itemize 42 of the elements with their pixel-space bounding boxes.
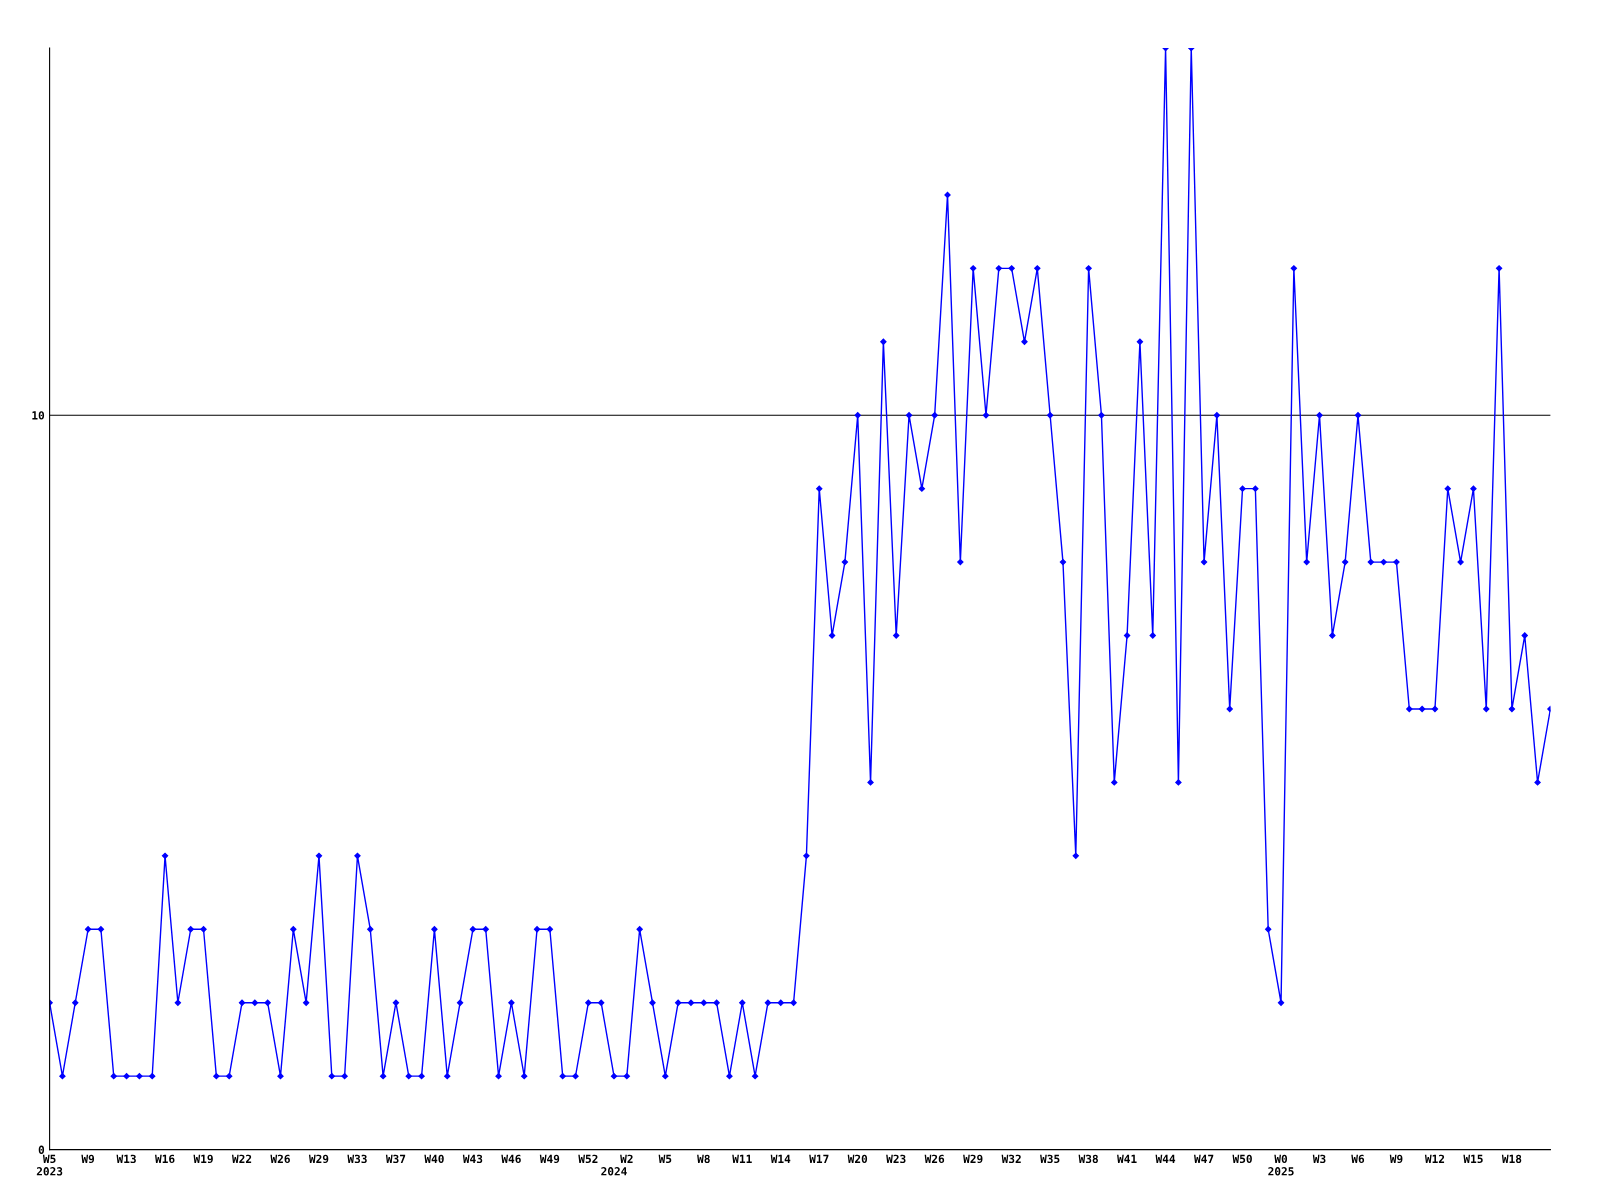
- x-tick-label: W3: [1312, 1154, 1326, 1164]
- x-tick-label: W20: [847, 1154, 868, 1164]
- x-tick-label: W6: [1351, 1154, 1365, 1164]
- y-tick-label: 0: [38, 1145, 45, 1154]
- x-tick-label: W15: [1463, 1154, 1483, 1164]
- x-tick-label: W43: [462, 1154, 483, 1164]
- x-tick-label: W16: [155, 1154, 175, 1164]
- x-tick-label: W50: [1232, 1154, 1252, 1164]
- x-tick-label: W12: [1424, 1154, 1445, 1163]
- x-tick-label: W29: [308, 1154, 329, 1164]
- x-tick-label: W32: [1001, 1154, 1021, 1164]
- x-tick-label: W5: [658, 1154, 672, 1164]
- x-tick-label: W49: [539, 1154, 560, 1164]
- x-tick-label: W52: [578, 1154, 598, 1164]
- x-tick-label: W17: [809, 1154, 829, 1163]
- y-tick-label: 10: [32, 411, 45, 420]
- x-tick-label: W8: [697, 1154, 710, 1164]
- x-tick-label: W14: [770, 1154, 791, 1163]
- x-tick-label: W33: [347, 1154, 367, 1164]
- x-tick-label: W26: [924, 1154, 945, 1164]
- x-tick-label: W9: [1389, 1154, 1403, 1164]
- x-tick-label: 2024: [601, 1167, 627, 1176]
- x-tick-label: W26: [270, 1154, 290, 1164]
- x-tick-label: W22: [231, 1154, 252, 1163]
- x-tick-label: W44: [1155, 1154, 1176, 1163]
- x-tick-label: W0 2025: [1268, 1154, 1294, 1176]
- x-tick-label: W23: [886, 1154, 906, 1164]
- x-tick-label: W46: [501, 1154, 521, 1164]
- x-tick-label: W19: [193, 1154, 213, 1164]
- x-tick-label: W11: [732, 1154, 752, 1163]
- x-tick-label: W38: [1078, 1154, 1098, 1164]
- x-tick-label: W40: [424, 1154, 444, 1164]
- x-tick-label: W41: [1117, 1154, 1137, 1163]
- x-tick-label: W9: [81, 1154, 95, 1164]
- x-tick-label: W18: [1501, 1154, 1522, 1164]
- x-tick-label: W37: [385, 1154, 406, 1164]
- x-tick-label: W2: [620, 1154, 633, 1163]
- x-tick-label: W35: [1040, 1154, 1060, 1164]
- x-tick-label: W29: [963, 1154, 983, 1164]
- x-tick-label: W13: [116, 1154, 136, 1164]
- x-tick-label: W47: [1194, 1154, 1214, 1163]
- x-tick-label: W5 2023: [36, 1154, 63, 1176]
